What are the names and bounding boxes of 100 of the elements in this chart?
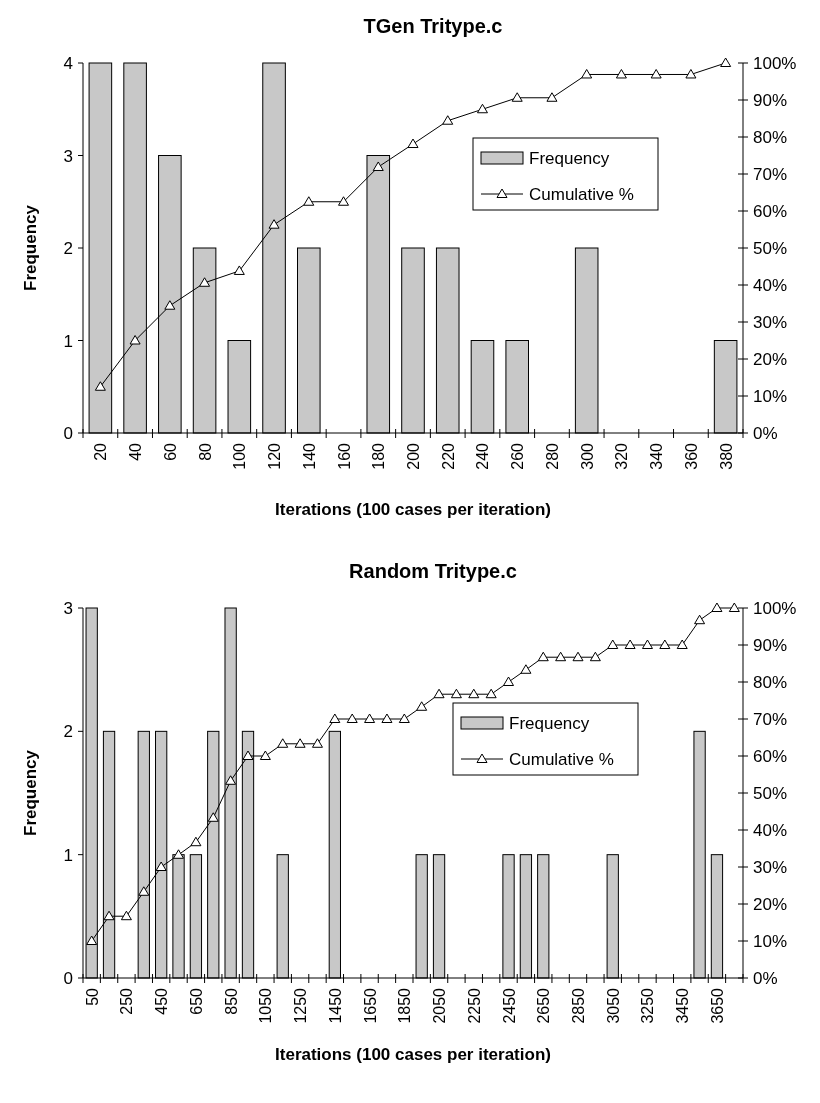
x-tick-label: 50 <box>83 987 101 1006</box>
point <box>442 115 454 125</box>
point <box>233 265 245 275</box>
point <box>416 701 428 711</box>
x-tick-label: 1850 <box>396 987 414 1024</box>
x-tick-label: 20 <box>92 442 110 461</box>
point <box>503 676 515 686</box>
x-tick-label: 1650 <box>361 987 379 1024</box>
x-tick-label: 3250 <box>639 987 657 1024</box>
point <box>242 750 254 760</box>
x-tick-label: 2050 <box>431 987 449 1024</box>
point <box>259 750 271 760</box>
point <box>155 861 167 871</box>
point <box>676 639 688 649</box>
y2-tick-label: 50% <box>753 239 788 258</box>
y-axis-title: Frequency <box>21 749 40 836</box>
point <box>607 639 619 649</box>
x-tick-label: 3050 <box>604 987 622 1024</box>
point <box>311 738 323 748</box>
point <box>94 381 106 391</box>
y-tick-label: 3 <box>63 599 73 618</box>
point <box>129 335 141 345</box>
point <box>685 68 697 79</box>
point <box>694 614 706 625</box>
point <box>190 836 202 847</box>
x-axis-title: Iterations (100 cases per iteration) <box>275 1045 551 1064</box>
x-tick-label: 180 <box>370 442 388 470</box>
point <box>711 602 723 612</box>
y2-tick-label: 90% <box>753 636 788 655</box>
point <box>589 651 601 662</box>
point <box>555 651 567 662</box>
x-tick-label: 140 <box>300 442 318 470</box>
y-tick-label: 1 <box>63 845 73 865</box>
point <box>338 196 350 206</box>
y2-tick-label: 80% <box>753 128 788 147</box>
x-tick-label: 120 <box>266 442 284 470</box>
y2-tick-label: 100% <box>753 54 797 73</box>
x-tick-label: 60 <box>161 442 179 461</box>
point <box>728 602 740 612</box>
y-tick-label: 2 <box>63 722 73 742</box>
point <box>207 812 219 822</box>
point <box>511 92 523 102</box>
point <box>659 639 671 649</box>
point <box>294 738 306 748</box>
point <box>268 219 280 229</box>
y-axis-title: Frequency <box>21 204 40 291</box>
y2-tick-label: 70% <box>753 165 788 184</box>
y2-tick-label: 10% <box>753 932 788 951</box>
y2-tick-label: 30% <box>753 313 788 332</box>
point <box>476 103 488 114</box>
y-tick-label: 0 <box>63 969 73 988</box>
point <box>624 639 636 649</box>
point <box>329 713 341 723</box>
y-tick-label: 2 <box>63 239 73 258</box>
x-tick-label: 2650 <box>535 987 553 1024</box>
point <box>537 651 549 662</box>
x-tick-label: 40 <box>127 442 145 461</box>
point <box>720 57 732 67</box>
point <box>372 161 384 171</box>
x-tick-label: 340 <box>648 442 666 470</box>
x-tick-label: 100 <box>231 442 249 470</box>
point <box>120 910 132 921</box>
y2-tick-label: 60% <box>753 747 788 766</box>
x-tick-label: 2250 <box>465 987 483 1024</box>
point <box>346 713 358 723</box>
chart-title: Random Tritype.c <box>349 560 517 582</box>
x-tick-label: 380 <box>717 442 735 470</box>
point <box>364 713 376 723</box>
point <box>546 92 558 102</box>
y-tick-label: 3 <box>63 146 73 166</box>
x-tick-label: 360 <box>682 442 700 470</box>
point <box>398 713 410 723</box>
y-tick-label: 0 <box>63 424 73 443</box>
y2-tick-label: 40% <box>753 276 788 295</box>
x-tick-label: 250 <box>118 987 136 1015</box>
point <box>450 688 462 699</box>
point <box>381 713 393 723</box>
x-tick-label: 2450 <box>500 987 518 1024</box>
x-tick-label: 300 <box>578 442 596 470</box>
x-tick-label: 2850 <box>570 987 587 1024</box>
point <box>86 935 98 945</box>
point <box>520 664 532 674</box>
legend-label: Frequency <box>529 149 610 168</box>
y2-tick-label: 40% <box>753 821 788 840</box>
x-tick-label: 240 <box>474 442 492 470</box>
y2-tick-label: 20% <box>753 895 788 914</box>
x-axis-title: Iterations (100 cases per iteration) <box>275 500 551 519</box>
y2-tick-label: 0% <box>753 424 778 443</box>
point <box>468 688 480 699</box>
y2-tick-label: 80% <box>753 673 788 692</box>
x-tick-label: 220 <box>439 442 457 470</box>
point <box>164 300 176 310</box>
x-tick-label: 200 <box>405 442 422 470</box>
point <box>173 849 185 859</box>
x-tick-label: 280 <box>543 442 561 470</box>
x-tick-label: 1250 <box>292 987 310 1024</box>
y2-tick-label: 50% <box>753 784 788 803</box>
point <box>103 910 115 921</box>
y2-tick-label: 70% <box>753 710 788 729</box>
point <box>138 886 150 896</box>
